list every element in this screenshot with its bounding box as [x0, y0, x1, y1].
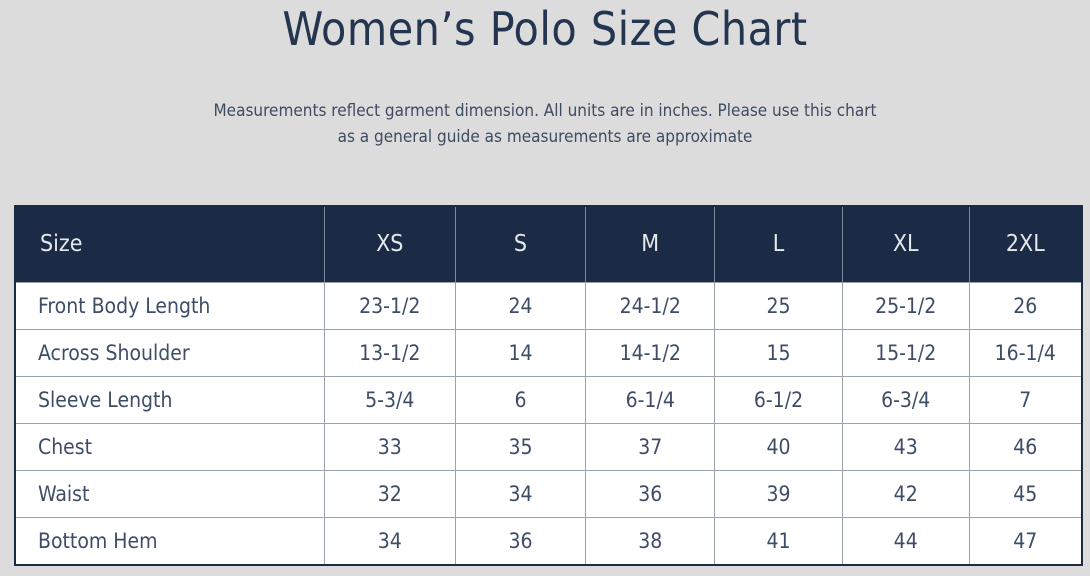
- cell-value: 26: [968, 281, 1082, 329]
- cell-value: 42: [841, 469, 970, 517]
- table-row-waist: Waist 32 34 36 39 42 45: [15, 469, 1082, 517]
- row-label: Chest: [15, 422, 325, 470]
- table-row-sleeve-length: Sleeve Length 5-3/4 6 6-1/4 6-1/2 6-3/4 …: [15, 375, 1082, 423]
- page-title: Women’s Polo Size Chart: [282, 2, 808, 56]
- table-row-front-body-length: Front Body Length 23-1/2 24 24-1/2 25 25…: [15, 281, 1082, 329]
- cell-value: 40: [714, 422, 843, 470]
- column-header-xl: XL: [841, 206, 970, 282]
- table-row-chest: Chest 33 35 37 40 43 46: [15, 422, 1082, 470]
- cell-value: 6-3/4: [841, 375, 970, 423]
- size-chart-table: Size XS S M L XL 2XL Front Body Length 2…: [14, 205, 1083, 566]
- row-label: Waist: [15, 469, 325, 517]
- column-header-s: S: [454, 206, 586, 282]
- cell-value: 5-3/4: [323, 375, 456, 423]
- cell-value: 6-1/4: [585, 375, 715, 423]
- cell-value: 44: [841, 516, 970, 565]
- page-subtitle: Measurements reflect garment dimension. …: [0, 98, 1090, 151]
- cell-value: 16-1/4: [968, 328, 1082, 376]
- subtitle-line-1: Measurements reflect garment dimension. …: [213, 101, 877, 121]
- column-header-l: L: [714, 206, 843, 282]
- cell-value: 38: [585, 516, 715, 565]
- cell-value: 35: [454, 422, 586, 470]
- cell-value: 37: [585, 422, 715, 470]
- cell-value: 14: [454, 328, 586, 376]
- cell-value: 7: [968, 375, 1082, 423]
- cell-value: 45: [968, 469, 1082, 517]
- cell-value: 13-1/2: [323, 328, 456, 376]
- cell-value: 25-1/2: [841, 281, 970, 329]
- cell-value: 46: [968, 422, 1082, 470]
- column-header-m: M: [585, 206, 715, 282]
- cell-value: 36: [454, 516, 586, 565]
- row-label: Sleeve Length: [15, 375, 325, 423]
- cell-value: 14-1/2: [585, 328, 715, 376]
- cell-value: 32: [323, 469, 456, 517]
- cell-value: 15: [714, 328, 843, 376]
- row-label: Across Shoulder: [15, 328, 325, 376]
- cell-value: 34: [454, 469, 586, 517]
- cell-value: 24: [454, 281, 586, 329]
- row-label: Bottom Hem: [15, 516, 325, 565]
- table-row-bottom-hem: Bottom Hem 34 36 38 41 44 47: [15, 516, 1082, 565]
- cell-value: 47: [968, 516, 1082, 565]
- cell-value: 36: [585, 469, 715, 517]
- cell-value: 39: [714, 469, 843, 517]
- column-header-size: Size: [15, 206, 325, 282]
- subtitle-line-2: as a general guide as measurements are a…: [337, 127, 753, 148]
- cell-value: 25: [714, 281, 843, 329]
- cell-value: 43: [841, 422, 970, 470]
- row-label: Front Body Length: [15, 281, 325, 329]
- column-header-2xl: 2XL: [968, 206, 1082, 282]
- cell-value: 41: [714, 516, 843, 565]
- table-row-across-shoulder: Across Shoulder 13-1/2 14 14-1/2 15 15-1…: [15, 328, 1082, 376]
- cell-value: 24-1/2: [585, 281, 715, 329]
- cell-value: 34: [323, 516, 456, 565]
- cell-value: 23-1/2: [323, 281, 456, 329]
- cell-value: 15-1/2: [841, 328, 970, 376]
- column-header-xs: XS: [323, 206, 456, 282]
- cell-value: 33: [323, 422, 456, 470]
- cell-value: 6-1/2: [714, 375, 843, 423]
- cell-value: 6: [454, 375, 586, 423]
- header-row: Size XS S M L XL 2XL: [15, 206, 1082, 282]
